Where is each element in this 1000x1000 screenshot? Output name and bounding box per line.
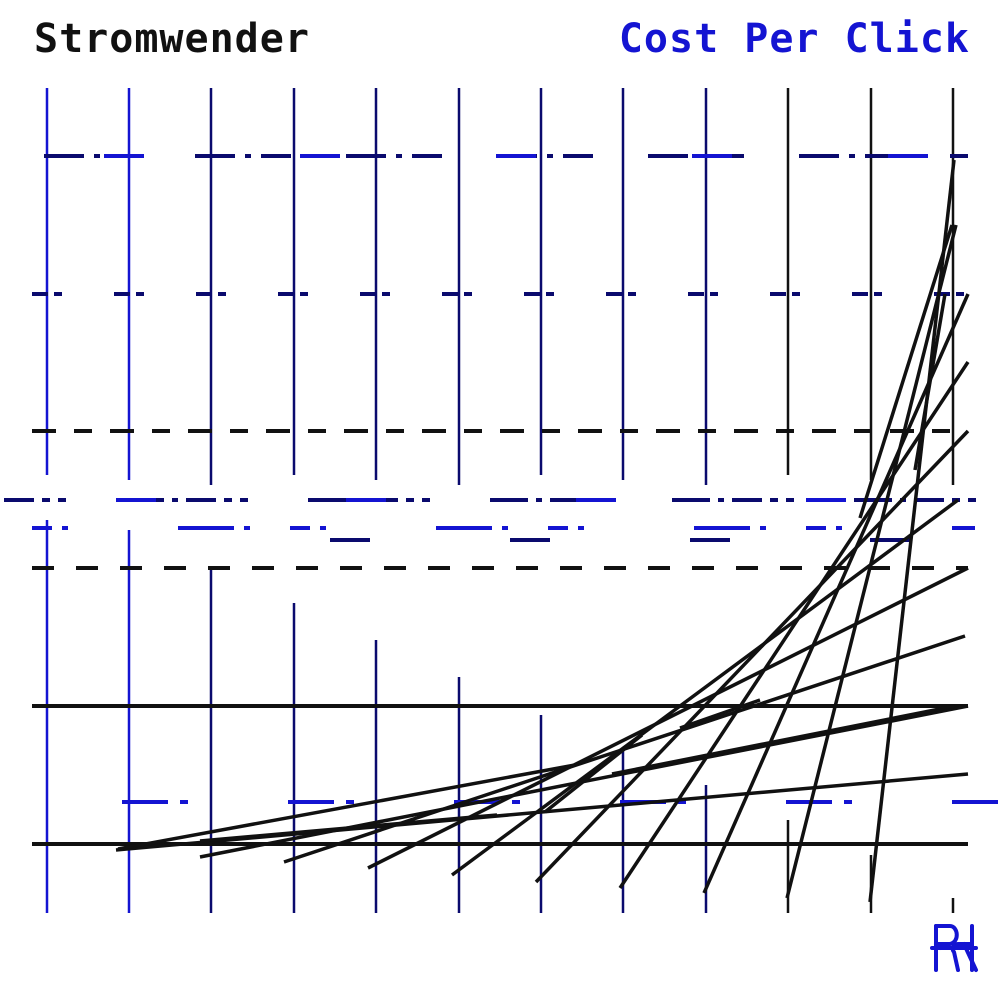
- metric-title: Cost Per Click: [618, 16, 970, 62]
- horizontal-lines: [4, 154, 998, 846]
- fan-line: [611, 704, 956, 776]
- fan-line: [450, 498, 960, 877]
- fan-line: [913, 293, 947, 471]
- fan-line: [858, 224, 954, 519]
- fan-line: [117, 763, 576, 851]
- brand-name: Stromwender: [34, 16, 310, 62]
- fan-line: [785, 224, 958, 899]
- fan-lines: [115, 159, 970, 903]
- rk-monogram-logo-icon: [930, 924, 978, 972]
- fan-line: [868, 159, 956, 903]
- fan-line: [199, 813, 498, 843]
- fan-line: [702, 293, 970, 894]
- fan-line: [618, 361, 970, 889]
- fan-line: [679, 698, 761, 730]
- fan-line: [534, 429, 970, 884]
- fan-line: [543, 733, 644, 814]
